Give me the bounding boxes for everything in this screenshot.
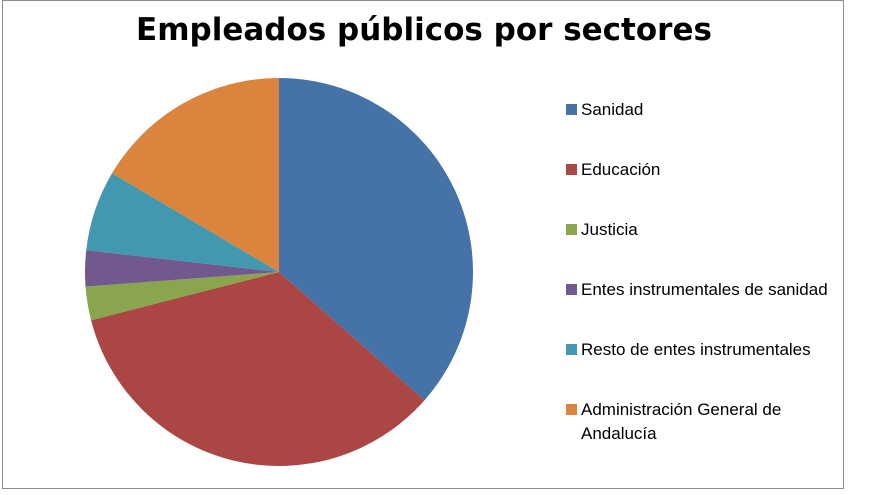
legend-label-educacion: Educación (581, 160, 661, 179)
legend-swatch-educacion (566, 164, 577, 175)
legend-swatch-entes-sanidad (566, 284, 577, 295)
legend-swatch-resto-entes (566, 344, 577, 355)
legend-swatch-justicia (566, 224, 577, 235)
pie-slice-justicia (85, 272, 279, 321)
legend-swatch-administracion-general (566, 404, 577, 415)
legend-swatch-sanidad (566, 104, 577, 115)
legend-label-sanidad: Sanidad (581, 100, 644, 119)
legend-label-resto-entes: Resto de entes instrumentales (581, 340, 811, 359)
legend-label-administracion-general: Administración General de Andalucía (581, 400, 782, 443)
legend-item-resto-entes: Resto de entes instrumentales (566, 338, 836, 362)
chart-title: Empleados públicos por sectores (136, 12, 712, 48)
pie-slice-sanidad (279, 78, 473, 401)
pie-slice-entes-sanidad (84, 250, 279, 287)
legend-label-justicia: Justicia (581, 220, 638, 239)
pie-slice-resto-entes (86, 173, 280, 272)
legend-label-entes-sanidad: Entes instrumentales de sanidad (581, 280, 828, 299)
pie-slice-administracion-general (112, 78, 280, 272)
legend-item-educacion: Educación (566, 158, 836, 182)
legend-item-entes-sanidad: Entes instrumentales de sanidad (566, 278, 836, 302)
legend-item-sanidad: Sanidad (566, 98, 836, 122)
legend-item-administracion-general: Administración General de Andalucía (566, 398, 836, 446)
pie-slice-educacion (91, 272, 425, 467)
legend-item-justicia: Justicia (566, 218, 836, 242)
